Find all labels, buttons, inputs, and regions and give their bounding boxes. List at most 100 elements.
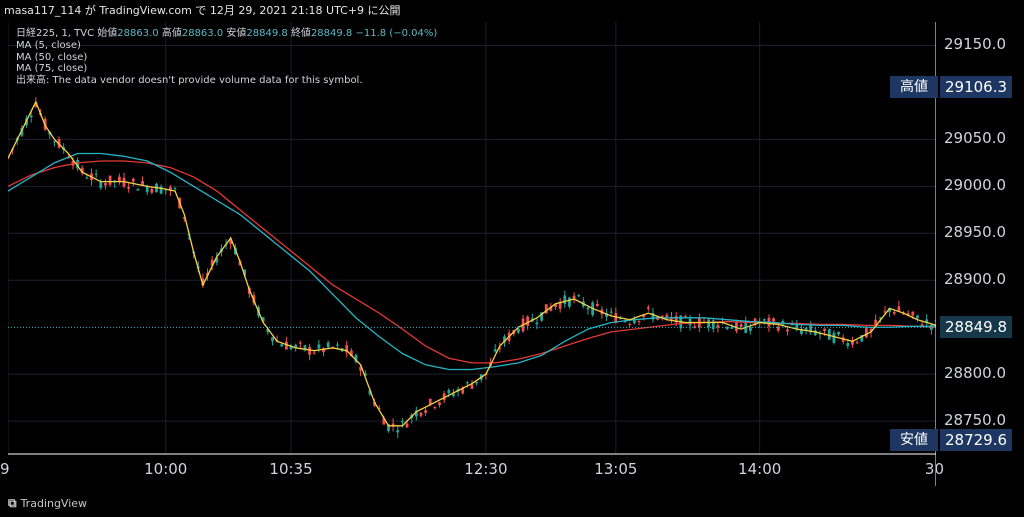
candle-body — [363, 373, 367, 376]
legend-ohlc-row: 日経225, 1, TVC 始値28863.0 高値28863.0 安値2884… — [16, 28, 437, 40]
candle-body — [303, 345, 307, 351]
candle-body — [874, 319, 878, 327]
candle-body — [609, 311, 613, 313]
candle-body — [540, 312, 543, 321]
legend-volume-note: 出来高: The data vendor doesn't provide vol… — [16, 75, 363, 87]
candle-body — [34, 102, 38, 107]
candle-body — [141, 181, 144, 185]
candle-body — [145, 186, 149, 193]
candle-body — [605, 313, 608, 317]
candle-body — [419, 412, 423, 416]
candle-body — [503, 336, 506, 343]
candle-body — [317, 344, 321, 349]
candle-body — [855, 342, 859, 344]
candle-body — [544, 304, 548, 314]
candle-body — [475, 381, 479, 384]
candle-body — [104, 183, 107, 186]
candle-body — [865, 328, 868, 338]
candle-body — [730, 327, 734, 329]
candle-body — [80, 167, 84, 174]
legend-ma50[interactable]: MA (50, close) — [16, 51, 88, 63]
legend-change: −11.8 (−0.04%) — [355, 28, 438, 39]
candle-body — [925, 319, 929, 323]
candle-body — [549, 306, 553, 311]
candle-body — [94, 173, 98, 175]
candle-body — [739, 324, 743, 328]
candle-body — [354, 354, 358, 363]
candle-body — [595, 303, 599, 306]
ma5-line — [8, 100, 936, 427]
candle-body — [790, 324, 794, 326]
candle-body — [414, 410, 418, 417]
low-tag: 安値 — [890, 429, 938, 452]
legend-open-label: 始値 — [97, 28, 118, 39]
y-tick-label: 29150.0 — [944, 35, 1007, 54]
candle-body — [642, 314, 646, 318]
y-tick-label: 29000.0 — [944, 176, 1007, 195]
candle-body — [517, 328, 520, 333]
legend-open: 28863.0 — [117, 28, 159, 39]
candle-body — [800, 328, 803, 334]
candle-body — [312, 352, 316, 354]
candle-body — [336, 344, 339, 346]
legend-high-label: 高値 — [161, 28, 182, 39]
candle-body — [762, 319, 766, 321]
price-chart[interactable] — [8, 22, 936, 486]
candle-body — [405, 423, 409, 428]
candle-body — [173, 188, 177, 190]
x-tick-label: 10:00 — [144, 460, 188, 478]
candle-body — [322, 348, 325, 353]
candle-body — [377, 408, 381, 410]
y-tick-label: 28800.0 — [944, 364, 1007, 383]
candle-body — [215, 257, 219, 263]
candle-body — [637, 320, 641, 323]
y-tick-label: 28750.0 — [944, 411, 1007, 430]
candle-body — [131, 178, 135, 182]
ma50-line — [8, 152, 936, 371]
candle-body — [568, 297, 571, 307]
candle-body — [401, 421, 404, 423]
candle-body — [396, 430, 400, 433]
ma-lines — [8, 100, 936, 427]
candle-body — [285, 341, 288, 350]
candle-body — [433, 407, 437, 409]
candle-body — [851, 340, 854, 345]
legend-ma5[interactable]: MA (5, close) — [16, 39, 81, 51]
candle-body — [772, 318, 775, 322]
candle-body — [164, 189, 168, 191]
candle-body — [169, 186, 172, 191]
candle-body — [674, 316, 678, 323]
tradingview-watermark[interactable]: ⧉ TradingView — [8, 496, 87, 511]
legend-symbol: 日経225, 1, TVC — [16, 28, 95, 39]
candle-body — [271, 337, 274, 342]
candle-body — [76, 160, 79, 169]
last-price-label: 28849.8 — [940, 316, 1012, 339]
candle-body — [159, 186, 163, 194]
publish-header: masa117_114 が TradingView.com で 12月 29, … — [0, 0, 1024, 22]
candle-body — [447, 390, 451, 394]
candle-body — [558, 301, 562, 309]
candle-body — [373, 402, 376, 406]
candle-body — [210, 259, 214, 266]
candle-body — [711, 320, 715, 330]
candle-body — [813, 330, 817, 336]
watermark-text: TradingView — [20, 497, 88, 510]
legend-high: 28863.0 — [181, 28, 224, 39]
candle-body — [359, 366, 363, 371]
candle-body — [117, 176, 121, 183]
candle-body — [29, 115, 33, 118]
candle-body — [535, 322, 539, 325]
candle-body — [298, 342, 302, 344]
candle-body — [368, 390, 372, 395]
x-tick-label: 14:00 — [738, 460, 782, 478]
candle-body — [424, 410, 427, 413]
low-price-label: 28729.6 — [940, 429, 1012, 452]
candle-body — [725, 326, 729, 330]
candle-body — [619, 318, 622, 320]
candle-body — [127, 187, 131, 189]
candle-body — [897, 306, 901, 312]
candle-body — [280, 344, 284, 347]
candle-body — [498, 347, 502, 349]
y-tick-label: 28900.0 — [944, 270, 1007, 289]
legend-ma75[interactable]: MA (75, close) — [16, 63, 88, 75]
